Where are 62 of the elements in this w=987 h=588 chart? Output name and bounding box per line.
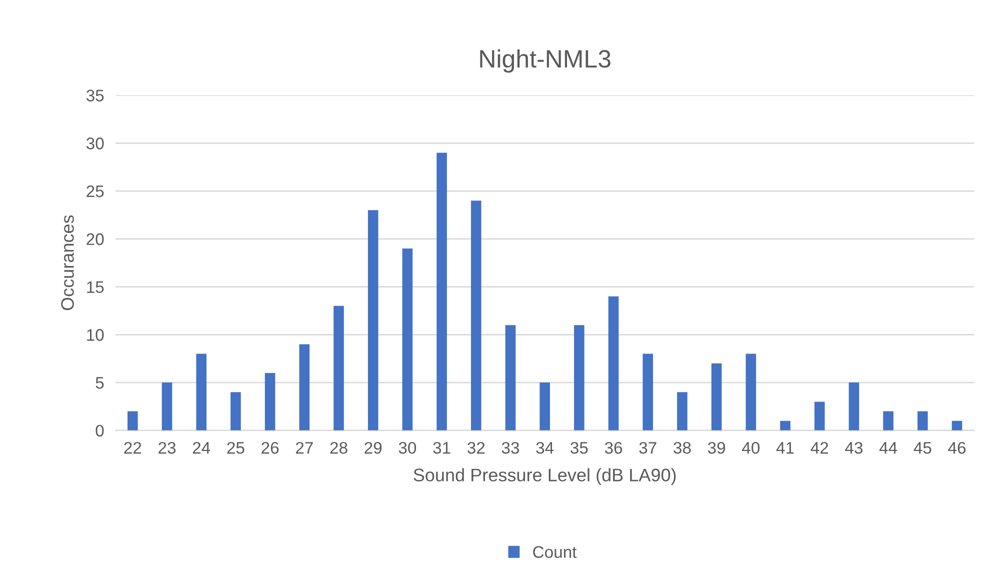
x-tick-label: 46 [948,442,966,454]
bar [334,306,344,430]
x-tick-label: 31 [433,442,450,454]
bar [574,325,584,430]
bar [677,392,688,430]
x-tick-label: 35 [570,442,588,454]
y-tick-label: 30 [86,138,104,150]
y-tick-label: 25 [86,185,104,198]
bar [917,411,928,430]
y-tick-label: 20 [86,233,104,246]
bar [883,411,894,430]
bar [952,420,962,430]
bar [470,200,482,430]
x-tick-label: 40 [742,442,760,454]
x-tick-label: 39 [708,442,726,454]
bar [540,382,550,430]
bar [196,354,206,430]
legend-label: Count [533,546,577,558]
x-tick-label: 34 [536,442,554,454]
bar [128,411,138,430]
x-tick-label: 41 [776,442,794,454]
x-tick-label: 36 [604,442,622,454]
x-tick-label: 37 [639,442,656,454]
x-tick-label: 29 [364,442,382,454]
bar [642,354,654,430]
x-tick-label: 23 [158,442,176,454]
bar [299,344,310,430]
x-tick-label: 38 [674,442,691,454]
x-tick-label: 24 [192,442,210,454]
bar [162,382,172,430]
bar [264,372,276,430]
x-tick-label: 32 [467,442,485,454]
bar [608,296,619,430]
y-tick-label: 0 [96,424,104,437]
bar [814,402,825,430]
y-tick-label: 35 [86,90,104,102]
x-tick-label: 43 [845,442,862,454]
x-tick-label: 25 [227,442,244,454]
bar [230,392,241,430]
bar [505,325,516,430]
x-tick-label: 45 [914,442,932,454]
bar [848,382,860,430]
y-tick-label: 10 [87,329,104,341]
bar [746,354,756,430]
bar [711,363,722,430]
bar [368,210,378,430]
x-tick-label: 44 [879,442,898,454]
x-tick-label: 27 [296,442,313,454]
chart-title: Night-NML3 [480,49,610,73]
bar [436,152,447,430]
x-tick-label: 26 [262,442,279,454]
bar [780,420,790,430]
y-tick-label: 15 [87,281,104,293]
bar [402,248,413,430]
x-axis-title: Sound Pressure Level (dB LA90) [414,468,676,485]
x-tick-label: 42 [810,442,828,454]
x-tick-label: 30 [398,442,416,454]
x-tick-label: 28 [330,442,348,454]
x-tick-label: 33 [502,442,520,454]
x-tick-label: 22 [124,442,142,454]
y-axis-title: Occurances [61,215,74,310]
y-tick-label: 5 [96,377,104,389]
